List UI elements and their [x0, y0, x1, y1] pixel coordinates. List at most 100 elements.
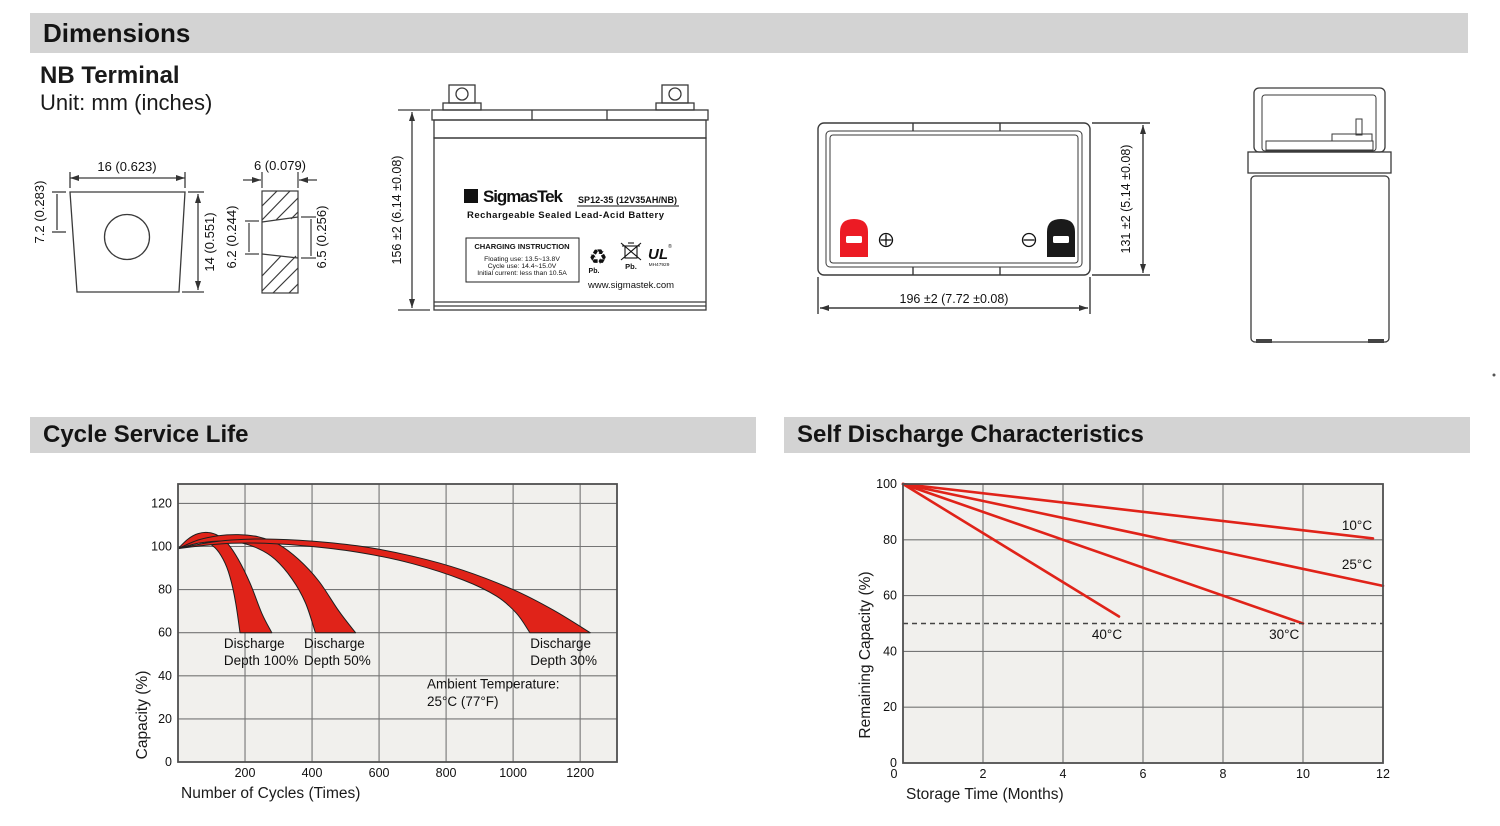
svg-text:60: 60	[883, 589, 897, 603]
nb-terminal-front-view	[52, 172, 204, 293]
annotations: Discharge Depth 100% Discharge Depth 50% Dis…	[224, 636, 597, 709]
svg-text:Discharge: Discharge	[304, 636, 365, 651]
section-header-cycle-service-life: Cycle Service Life	[30, 417, 756, 453]
side-view-foot-right	[1368, 339, 1384, 343]
svg-text:600: 600	[369, 766, 390, 780]
self-discharge-x-axis-title: Storage Time (Months)	[906, 786, 1064, 803]
dim-section-inner-left: 6.2 (0.244)	[224, 206, 239, 269]
svg-text:Discharge: Discharge	[224, 636, 285, 651]
section-header-dimensions: Dimensions	[30, 13, 1468, 53]
plot-border	[902, 483, 1384, 764]
dim-battery-depth: 131 ±2 (5.14 ±0.08)	[1119, 145, 1133, 254]
svg-text:Discharge: Discharge	[530, 636, 591, 651]
svg-text:100: 100	[876, 477, 897, 491]
recycle-pb-icon: ♻	[589, 246, 608, 269]
svg-text:Depth 50%: Depth 50%	[304, 653, 371, 668]
section-title-cycle: Cycle Service Life	[43, 421, 249, 448]
charging-line3: Initial current: less than 10.5A	[477, 270, 567, 277]
battery-top-view	[817, 122, 1150, 314]
tick-labels: 0 2 4 6 8 10 12 0 20 40 60 80 100	[876, 477, 1390, 781]
trash-pb-icon	[620, 242, 642, 261]
charging-title: CHARGING INSTRUCTION	[474, 242, 569, 251]
svg-text:40°C: 40°C	[1092, 627, 1122, 642]
svg-text:80: 80	[883, 533, 897, 547]
svg-text:0: 0	[165, 755, 172, 769]
svg-text:60: 60	[158, 626, 172, 640]
annotations: 10°C 25°C 40°C 30°C	[1092, 518, 1372, 642]
svg-text:0: 0	[890, 756, 897, 770]
svg-text:25°C: 25°C	[1342, 557, 1372, 572]
dim-terminal-height: 14 (0.551)	[202, 212, 217, 271]
battery-type-text: Rechargeable Sealed Lead-Acid Battery	[467, 210, 665, 221]
nb-terminal-section-view	[243, 172, 317, 294]
website-text: www.sigmastek.com	[587, 280, 674, 291]
negative-boot-slot	[1053, 236, 1069, 243]
temperature-line	[901, 482, 1121, 618]
dim-section-thickness: 6 (0.079)	[254, 158, 306, 173]
terminal-type-title: NB Terminal	[40, 62, 180, 89]
svg-text:1200: 1200	[566, 766, 594, 780]
dim-section-inner-right: 6.5 (0.256)	[314, 206, 329, 269]
svg-text:25°C (77°F): 25°C (77°F)	[427, 694, 499, 709]
stray-mark	[1492, 373, 1496, 377]
terminal-hole	[103, 213, 151, 261]
svg-text:120: 120	[151, 496, 172, 510]
minus-symbol	[1021, 232, 1037, 248]
section-title-self-discharge: Self Discharge Characteristics	[797, 421, 1144, 448]
sigma-logo-glyph: Σ	[468, 191, 475, 203]
temperature-line	[901, 482, 1375, 540]
positive-boot-slot	[846, 236, 862, 243]
self-discharge-y-axis-title: Remaining Capacity (%)	[857, 571, 874, 739]
temperature-line	[901, 482, 1305, 625]
svg-text:0: 0	[891, 767, 898, 781]
temperature-line	[901, 482, 1385, 588]
model-number: SP12-35 (12V35AH/NB)	[578, 195, 677, 205]
svg-text:80: 80	[158, 583, 172, 597]
recycle-pb-label: Pb.	[589, 268, 600, 275]
trash-pb-label: Pb.	[625, 262, 637, 271]
ul-icon: UL	[648, 246, 668, 263]
svg-text:400: 400	[302, 766, 323, 780]
terminal-section-outline	[261, 190, 299, 294]
svg-text:200: 200	[235, 766, 256, 780]
plot-border	[177, 483, 618, 763]
svg-text:4: 4	[1060, 767, 1067, 781]
charging-line1: Floating use: 13.5~13.8V	[484, 256, 560, 263]
dimension-drawings: 16 (0.623) 7.2 (0.283) 14 (0.551) 6 (0.0…	[32, 84, 1496, 377]
svg-text:6: 6	[1140, 767, 1147, 781]
svg-text:Depth 30%: Depth 30%	[530, 653, 597, 668]
dim-battery-width: 196 ±2 (7.72 ±0.08)	[900, 292, 1009, 306]
svg-text:1000: 1000	[499, 766, 527, 780]
discharge-band	[177, 538, 591, 634]
tick-labels: 200 400 600 800 1000 1200 0 20 40 60 80 100 120	[151, 496, 594, 780]
charging-instruction-box	[465, 237, 580, 283]
unit-note: Unit: mm (inches)	[40, 90, 213, 115]
svg-text:30°C: 30°C	[1269, 627, 1299, 642]
ul-registered-mark: ®	[668, 243, 672, 250]
svg-text:40: 40	[883, 644, 897, 658]
discharge-band	[177, 531, 273, 634]
cycle-chart-y-axis-title: Capacity (%)	[134, 670, 151, 760]
svg-text:8: 8	[1220, 767, 1227, 781]
section-title-dimensions: Dimensions	[43, 18, 191, 48]
cycle-chart-x-axis-title: Number of Cycles (Times)	[181, 785, 361, 802]
svg-text:20: 20	[883, 700, 897, 714]
svg-text:12: 12	[1376, 767, 1390, 781]
series-group	[901, 482, 1385, 625]
sigma-logo-icon	[464, 189, 478, 203]
brand-name: SigmasTek	[483, 187, 564, 206]
svg-text:20: 20	[158, 712, 172, 726]
dim-battery-height: 156 ±2 (6.14 ±0.08)	[390, 156, 404, 265]
charging-line2: Cycle use: 14.4~15.0V	[488, 263, 557, 270]
side-view-foot-left	[1256, 339, 1272, 343]
svg-text:40: 40	[158, 669, 172, 683]
svg-text:2: 2	[980, 767, 987, 781]
ul-file-number: MH47929	[649, 262, 670, 268]
terminal-front-outline	[69, 191, 186, 293]
svg-text:Depth 100%: Depth 100%	[224, 653, 298, 668]
svg-text:Ambient Temperature:: Ambient Temperature:	[427, 677, 560, 692]
battery-label: Σ SigmasTek SP12-35 (12V35AH/NB) Recharg…	[464, 187, 679, 291]
self-discharge-chart: 0 2 4 6 8 10 12 0 20 40 60 80 100 10°C 25°C 40°C 30°C	[876, 477, 1390, 781]
svg-text:10: 10	[1296, 767, 1310, 781]
svg-text:100: 100	[151, 539, 172, 553]
